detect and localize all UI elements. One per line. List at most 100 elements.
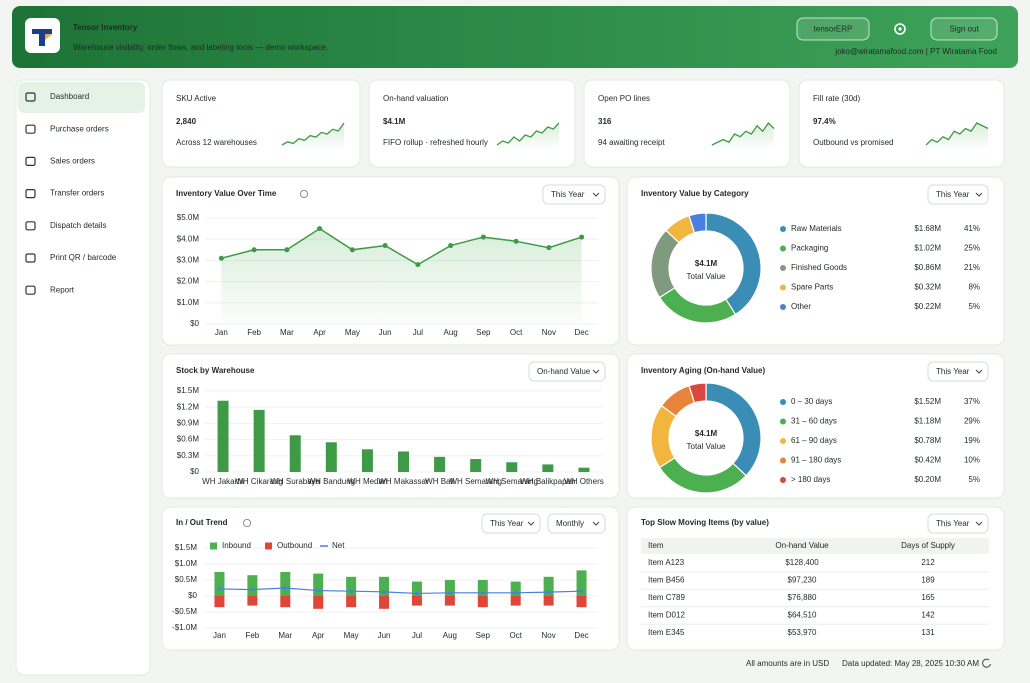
dropdown-label[interactable]: This Year xyxy=(936,367,970,376)
table-cell: 165 xyxy=(921,593,935,602)
legend-label: > 180 days xyxy=(791,475,830,484)
nav-item[interactable]: Print QR / barcode xyxy=(50,253,117,262)
y-tick-label: $5.0M xyxy=(177,213,200,222)
nav-item[interactable]: Dashboard xyxy=(50,92,89,101)
info-icon xyxy=(242,519,251,528)
nav-item[interactable]: Report xyxy=(50,285,75,294)
sparkline xyxy=(925,122,989,146)
sparkline xyxy=(711,121,775,146)
legend-label: 61 – 90 days xyxy=(791,436,837,445)
net-point xyxy=(547,590,551,594)
bar xyxy=(247,596,258,606)
dropdown[interactable] xyxy=(528,361,606,382)
kpi-label: SKU Active xyxy=(176,94,217,103)
legend-amount: $0.42M xyxy=(914,456,941,465)
erp-button-label[interactable]: tensorERP xyxy=(814,25,853,34)
y-tick-label: $1.5M xyxy=(177,386,200,395)
dropdown-label[interactable]: Monthly xyxy=(556,519,584,528)
refresh-icon[interactable] xyxy=(982,658,992,668)
card-title: Inventory Value by Category xyxy=(641,189,749,198)
bar xyxy=(313,596,324,609)
nav-item[interactable]: Purchase orders xyxy=(50,124,109,133)
dropdown-label[interactable]: This Year xyxy=(490,519,524,528)
card-title: Stock by Warehouse xyxy=(176,366,255,375)
nav-item[interactable]: Transfer orders xyxy=(50,189,104,198)
x-tick-label: Jun xyxy=(378,631,391,640)
signout-button[interactable] xyxy=(930,17,998,41)
kpi-value: 2,840 xyxy=(176,117,197,126)
legend-amount: $0.86M xyxy=(914,263,941,272)
donut-center-label: Total Value xyxy=(687,272,727,281)
dropdown-label[interactable]: This Year xyxy=(936,519,970,528)
legend-label: Other xyxy=(791,302,811,311)
nav-icon xyxy=(25,285,36,295)
logo-mark xyxy=(32,29,52,46)
x-tick-label: Oct xyxy=(509,631,522,640)
dropdown[interactable] xyxy=(927,184,989,205)
signout-label[interactable]: Sign out xyxy=(949,25,979,34)
dropdown[interactable] xyxy=(927,513,989,534)
table-cell: Item D012 xyxy=(648,611,685,620)
sparkline-area xyxy=(282,123,344,147)
legend-label: Packaging xyxy=(791,244,828,253)
y-tick-label: $1.0M xyxy=(177,298,200,307)
nav-item[interactable]: Sales orders xyxy=(50,157,95,166)
net-point xyxy=(349,589,353,593)
line-point xyxy=(251,247,257,253)
nav-icon xyxy=(25,92,36,102)
dropdown-chevron xyxy=(527,521,535,526)
dropdown[interactable] xyxy=(547,513,606,534)
logo-accent xyxy=(45,34,52,40)
sparkline-area xyxy=(712,123,774,147)
table-cell: 131 xyxy=(921,628,935,637)
legend-label: Outbound xyxy=(277,541,312,550)
x-tick-label: WH Balikpapan xyxy=(520,477,575,486)
dropdown-label[interactable]: On-hand Value xyxy=(537,367,591,376)
bar xyxy=(214,596,225,608)
x-tick-label: Dec xyxy=(575,328,589,337)
y-tick-label: $0 xyxy=(188,591,197,600)
x-tick-label: Sep xyxy=(476,631,491,640)
settings-icon-dot xyxy=(898,27,902,31)
kpi-caption: FIFO rollup · refreshed hourly xyxy=(383,138,488,147)
y-tick-label: $0.5M xyxy=(175,575,198,584)
dropdown[interactable] xyxy=(927,361,989,382)
legend-swatch xyxy=(780,438,786,444)
x-tick-label: Apr xyxy=(313,328,326,337)
footer-updated: Data updated: May 28, 2025 10:30 AM xyxy=(842,659,979,668)
line xyxy=(221,227,582,266)
bar xyxy=(411,581,422,596)
dropdown-label[interactable]: This Year xyxy=(936,190,970,199)
legend-swatch xyxy=(780,418,786,425)
y-tick-label: $0.9M xyxy=(177,419,200,428)
net-point xyxy=(481,591,485,595)
dropdown-label[interactable]: This Year xyxy=(551,190,585,199)
dropdown[interactable] xyxy=(481,513,541,534)
settings-icon[interactable] xyxy=(894,23,906,35)
legend-label: Inbound xyxy=(222,541,251,550)
x-tick-label: May xyxy=(344,631,359,640)
bar xyxy=(346,596,357,608)
bar xyxy=(510,581,521,596)
line-point xyxy=(382,243,388,249)
legend-label: 31 – 60 days xyxy=(791,417,837,426)
legend-swatch xyxy=(265,542,272,550)
net-point xyxy=(217,587,222,591)
donut-slice xyxy=(688,382,707,404)
legend-percent: 10% xyxy=(964,456,980,465)
x-tick-label: WH Bandung xyxy=(308,477,356,486)
legend-swatch xyxy=(780,265,786,271)
card xyxy=(161,353,620,499)
app-title: Tensor Inventory xyxy=(73,23,138,32)
nav-item[interactable]: Dispatch details xyxy=(50,221,106,230)
card-title: In / Out Trend xyxy=(176,518,228,527)
line-point xyxy=(284,247,290,253)
erp-button[interactable] xyxy=(796,17,870,41)
dropdown[interactable] xyxy=(542,184,606,205)
bar xyxy=(289,435,301,472)
donut-center-value: $4.1M xyxy=(695,429,718,438)
bar xyxy=(247,575,258,596)
app-subtitle: Warehouse visibility, order flows, and l… xyxy=(73,43,328,52)
bar xyxy=(214,572,225,596)
net-point xyxy=(415,591,419,596)
